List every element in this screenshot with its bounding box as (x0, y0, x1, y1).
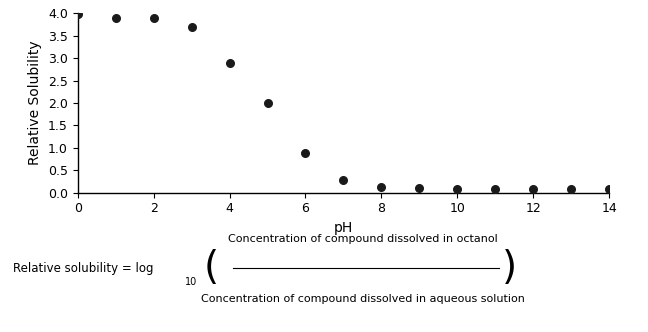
Text: 10: 10 (185, 277, 197, 287)
Point (566, 186, 576, 191)
Text: Relative solubility = log: Relative solubility = log (13, 262, 154, 275)
Point (528, 186, 538, 191)
Y-axis label: Relative Solubility: Relative Solubility (29, 41, 43, 165)
Point (111, 15, 121, 21)
Point (604, 186, 614, 191)
X-axis label: pH: pH (334, 221, 353, 235)
Point (187, 24, 197, 29)
Text: Concentration of compound dissolved in aqueous solution: Concentration of compound dissolved in a… (201, 294, 525, 304)
Text: (: ( (204, 249, 219, 287)
Point (452, 186, 463, 191)
Point (376, 184, 387, 189)
Point (338, 178, 349, 183)
Point (262, 100, 273, 106)
Point (73, 12, 83, 17)
Text: Concentration of compound dissolved in octanol: Concentration of compound dissolved in o… (228, 234, 498, 244)
Point (224, 61, 235, 66)
Text: ): ) (502, 249, 517, 287)
Point (490, 186, 500, 191)
Point (414, 185, 424, 191)
Point (300, 150, 310, 156)
Point (148, 15, 159, 21)
